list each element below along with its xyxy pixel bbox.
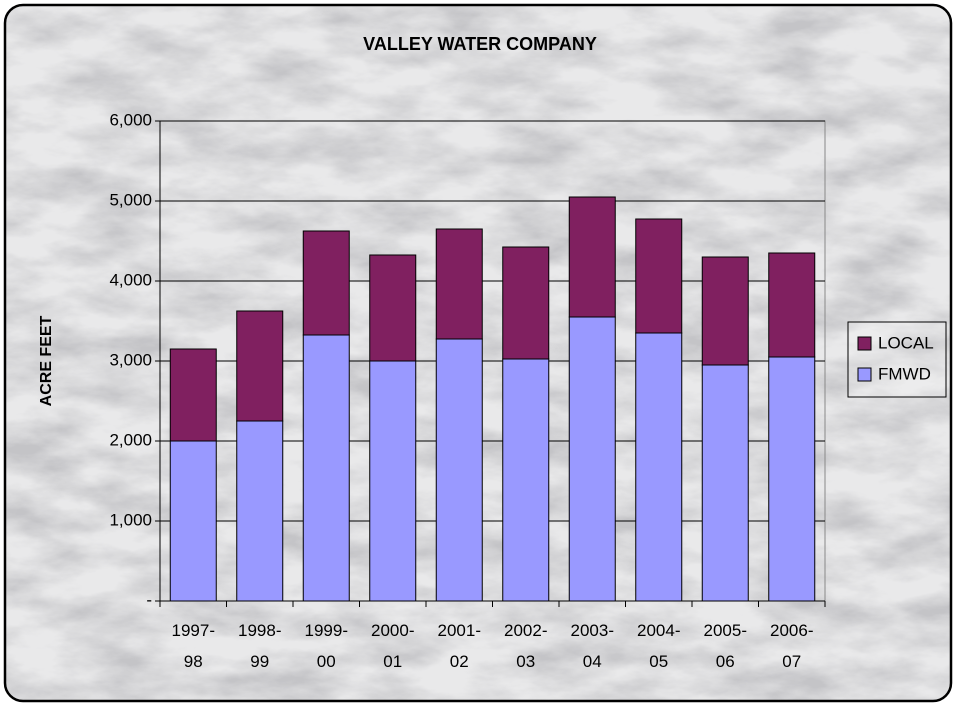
- x-tick-label: 2000-01: [371, 621, 414, 671]
- bar-segment: [768, 356, 816, 602]
- bar-segment: [236, 310, 284, 422]
- legend-label: LOCAL: [878, 333, 934, 352]
- bar-segment: [701, 256, 749, 366]
- bar-segment: [236, 420, 284, 602]
- bar-segment: [169, 440, 217, 602]
- y-tick-label: 2,000: [109, 430, 152, 449]
- chart-border: [3, 3, 953, 703]
- x-tick-label: 2001-02: [438, 621, 481, 671]
- x-tick-label: 2003-04: [571, 621, 614, 671]
- bar-segment: [568, 316, 616, 602]
- bar-segment: [502, 246, 550, 360]
- bar-segment: [435, 338, 483, 602]
- bar-segment: [369, 254, 417, 362]
- x-tick-label: 2006-07: [770, 621, 813, 671]
- legend-swatch: [857, 336, 872, 351]
- bar-segment: [435, 228, 483, 340]
- bar-segment: [369, 360, 417, 602]
- bar-segment: [701, 364, 749, 602]
- x-tick-label: 2005-06: [704, 621, 747, 671]
- chart-title: VALLEY WATER COMPANY: [363, 34, 597, 54]
- y-tick-label: 3,000: [109, 350, 152, 369]
- y-tick-label: 5,000: [109, 190, 152, 209]
- x-tick-label: 1998-99: [238, 621, 281, 671]
- y-tick-label: -: [146, 590, 152, 609]
- x-tick-label: 2002-03: [504, 621, 547, 671]
- y-tick-label: 6,000: [109, 110, 152, 129]
- bar-segment: [635, 332, 683, 602]
- bar-segment: [768, 252, 816, 358]
- y-axis-label: ACRE FEET: [38, 315, 55, 406]
- x-tick-label: 1997-98: [172, 621, 215, 671]
- bar-segment: [635, 218, 683, 334]
- bar-segment: [568, 196, 616, 318]
- legend-label: FMWD: [878, 364, 931, 383]
- bar-segment: [502, 358, 550, 602]
- bar-segment: [302, 334, 350, 602]
- legend-swatch: [857, 367, 872, 382]
- bar-segment: [302, 230, 350, 336]
- y-tick-label: 4,000: [109, 270, 152, 289]
- x-tick-label: 1999-00: [305, 621, 348, 671]
- bar-segment: [169, 348, 217, 442]
- legend-box: [847, 321, 947, 398]
- y-tick-label: 1,000: [109, 510, 152, 529]
- x-tick-label: 2004-05: [637, 621, 680, 671]
